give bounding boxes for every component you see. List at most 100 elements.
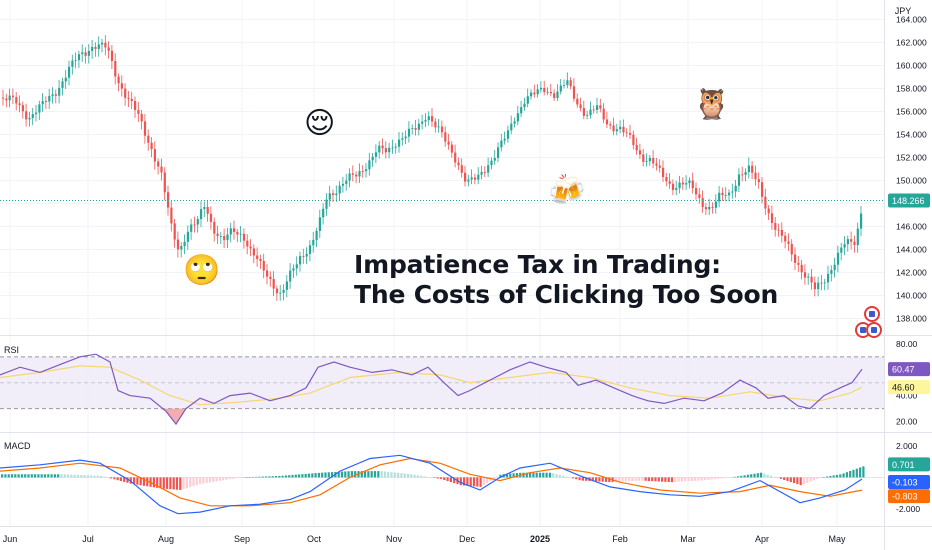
macd-hist-bar bbox=[199, 477, 202, 485]
candle-body bbox=[15, 97, 18, 104]
macd-hist-bar bbox=[822, 476, 825, 478]
macd-hist-bar bbox=[763, 473, 766, 478]
price-pane[interactable] bbox=[0, 35, 884, 301]
time-tick-label[interactable]: Dec bbox=[459, 534, 476, 544]
rsi-axis[interactable]: 80.00 40.00 20.00 bbox=[896, 339, 918, 427]
candle-body bbox=[437, 126, 440, 128]
candle-body bbox=[751, 165, 754, 173]
time-tick-label[interactable]: Aug bbox=[158, 534, 174, 544]
candle-body bbox=[38, 104, 41, 113]
macd-hist-bar bbox=[50, 474, 53, 478]
macd-hist-bar bbox=[522, 472, 525, 478]
price-tick-label[interactable]: 158.000 bbox=[896, 84, 927, 94]
time-tick-label[interactable]: Sep bbox=[234, 534, 250, 544]
time-tick-label[interactable]: Jun bbox=[3, 534, 18, 544]
macd-hist-bar bbox=[832, 475, 835, 478]
price-tick-label[interactable]: 156.000 bbox=[896, 107, 927, 117]
candle-body bbox=[794, 254, 797, 263]
us-flag-icon-pair-right[interactable] bbox=[866, 322, 882, 338]
price-tick-label[interactable]: 138.000 bbox=[896, 314, 927, 324]
price-tick-label[interactable]: 152.000 bbox=[896, 153, 927, 163]
price-tick-label[interactable]: 154.000 bbox=[896, 130, 927, 140]
candle-body bbox=[464, 172, 467, 182]
candle-body bbox=[64, 77, 67, 82]
rsi-tick-label[interactable]: 40.00 bbox=[896, 391, 918, 401]
price-tick-label[interactable]: 164.000 bbox=[896, 15, 927, 25]
time-tick-label[interactable]: Oct bbox=[307, 534, 322, 544]
candle-body bbox=[137, 109, 140, 114]
macd-hist-bar bbox=[433, 477, 436, 478]
time-axis[interactable]: Jun Jul Aug Sep Oct Nov Dec 2025 Feb Mar Apr May bbox=[3, 534, 846, 544]
candle-body bbox=[391, 147, 394, 149]
time-tick-label[interactable]: Mar bbox=[680, 534, 696, 544]
candle-body bbox=[315, 230, 318, 240]
macd-tick-label[interactable]: -2.000 bbox=[896, 504, 920, 514]
time-tick-label[interactable]: 2025 bbox=[530, 534, 550, 544]
macd-hist-bar bbox=[7, 474, 10, 478]
macd-hist-bar bbox=[255, 476, 258, 478]
macd-hist-bar bbox=[637, 477, 641, 481]
candle-body bbox=[747, 165, 750, 173]
macd-hist-bar bbox=[439, 477, 443, 479]
eye-roll-face-emoji-icon: 🙄 bbox=[183, 253, 221, 288]
macd-hist-bar bbox=[499, 474, 502, 478]
price-tick-label[interactable]: 160.000 bbox=[896, 61, 927, 71]
candle-body bbox=[275, 288, 279, 294]
macd-signal-badge-bg bbox=[888, 489, 930, 504]
time-tick-label[interactable]: Apr bbox=[755, 534, 769, 544]
macd-hist-bar bbox=[185, 477, 188, 489]
macd-hist-bar bbox=[397, 472, 400, 478]
macd-axis[interactable]: 2.000 -2.000 bbox=[896, 441, 920, 514]
candle-body bbox=[407, 128, 411, 137]
macd-hist-bar bbox=[796, 477, 799, 485]
candle-body bbox=[401, 138, 404, 140]
candle-body bbox=[305, 253, 308, 257]
price-axis[interactable]: 164.000 162.000 160.000 158.000 156.000 154.0… bbox=[896, 15, 927, 324]
price-tick-label[interactable]: 146.000 bbox=[896, 222, 927, 232]
macd-hist-bar bbox=[479, 477, 482, 487]
price-tick-label[interactable]: 142.000 bbox=[896, 268, 927, 278]
macd-hist-bar bbox=[618, 477, 621, 482]
macd-line bbox=[0, 454, 863, 515]
macd-hist-bar bbox=[756, 473, 759, 478]
price-tick-label[interactable]: 144.000 bbox=[896, 245, 927, 255]
candle-body bbox=[830, 270, 833, 274]
macd-hist-bar bbox=[562, 475, 565, 478]
candle-body bbox=[180, 246, 183, 250]
candle-body bbox=[589, 109, 592, 116]
time-tick-label[interactable]: Nov bbox=[386, 534, 403, 544]
rsi-ma-badge-bg bbox=[888, 380, 930, 395]
price-tick-label[interactable]: 140.000 bbox=[896, 291, 927, 301]
macd-hist-bar bbox=[93, 475, 96, 478]
rsi-tick-label[interactable]: 80.00 bbox=[896, 339, 918, 349]
price-tick-label[interactable]: 150.000 bbox=[896, 176, 927, 186]
macd-hist-bar bbox=[291, 474, 294, 478]
macd-hist-bar bbox=[628, 477, 631, 482]
us-flag-icon[interactable] bbox=[864, 306, 880, 322]
macd-hist-bar bbox=[806, 477, 809, 483]
macd-hist-bar bbox=[687, 477, 690, 482]
time-tick-label[interactable]: May bbox=[828, 534, 846, 544]
macd-hist-bar bbox=[350, 471, 353, 478]
macd-hist-bar bbox=[568, 477, 571, 478]
candle-body bbox=[728, 192, 731, 196]
candle-body bbox=[51, 94, 54, 96]
macd-hist-bar bbox=[525, 472, 528, 478]
macd-hist-bar bbox=[123, 477, 126, 482]
macd-hist-bar bbox=[595, 477, 598, 482]
macd-hist-bar bbox=[235, 477, 238, 479]
time-tick-label[interactable]: Jul bbox=[82, 534, 94, 544]
rsi-pane[interactable]: RSI bbox=[0, 345, 884, 426]
macd-tick-label[interactable]: 2.000 bbox=[896, 441, 918, 451]
macd-hist-bar bbox=[730, 477, 733, 478]
rsi-oversold-fill bbox=[160, 408, 186, 425]
time-tick-label[interactable]: Feb bbox=[612, 534, 628, 544]
macd-hist-bar bbox=[446, 477, 449, 482]
macd-pane[interactable]: MACD bbox=[0, 441, 884, 515]
price-tick-label[interactable]: 162.000 bbox=[896, 38, 927, 48]
currency-label[interactable]: JPY bbox=[895, 6, 912, 16]
rsi-tick-label[interactable]: 20.00 bbox=[896, 417, 918, 427]
candle-body bbox=[566, 80, 569, 86]
macd-hist-bar bbox=[265, 476, 268, 478]
